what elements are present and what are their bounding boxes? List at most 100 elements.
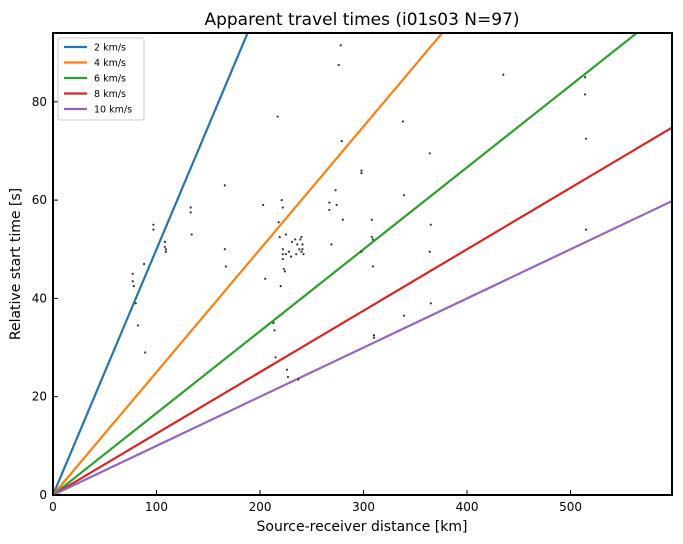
data-point [152, 228, 155, 231]
data-point [131, 272, 134, 275]
data-point [136, 324, 139, 327]
legend-box [57, 37, 145, 121]
y-tick-label: 0 [39, 488, 47, 502]
legend: 2 km/s 4 km/s 6 km/s 8 km/s 10 km/s [57, 37, 145, 121]
x-tick-label: 500 [559, 500, 582, 514]
data-point [189, 206, 192, 209]
data-point [294, 238, 297, 241]
data-point [281, 248, 284, 251]
velocity-line-6kms [53, 33, 639, 495]
y-tick-label: 40 [32, 291, 47, 305]
data-point [402, 314, 406, 317]
y-axis-label: Relative start time [s] [8, 188, 24, 340]
data-point [277, 221, 280, 224]
data-point [223, 184, 226, 187]
data-point [142, 262, 146, 266]
data-point [264, 277, 267, 280]
data-point [337, 63, 340, 67]
data-point [370, 235, 373, 239]
data-point [584, 228, 588, 231]
data-point [302, 253, 305, 256]
legend-label-6kms: 6 km/s [94, 74, 126, 85]
y-axis: 0 20 40 60 80 [32, 95, 58, 502]
data-point [360, 169, 363, 172]
data-point [281, 206, 284, 209]
plot-frame [52, 32, 673, 496]
data-point [163, 245, 166, 248]
data-point [300, 235, 303, 239]
legend-label-4kms: 4 km/s [94, 58, 126, 69]
data-point [502, 73, 505, 76]
data-point [132, 285, 135, 288]
x-tick-label: 400 [456, 500, 479, 514]
x-axis-label: Source-receiver distance [km] [257, 519, 468, 535]
data-point [360, 171, 363, 175]
data-point [330, 243, 333, 246]
velocity-line-10kms [53, 200, 672, 495]
data-point [296, 243, 299, 246]
y-tick-label: 80 [32, 95, 47, 109]
data-point [339, 44, 342, 47]
data-point [190, 233, 193, 236]
data-point [401, 120, 404, 123]
data-point [428, 250, 431, 253]
legend-label-8kms: 8 km/s [94, 89, 126, 100]
x-tick-label: 0 [49, 500, 57, 514]
data-point [370, 218, 373, 221]
data-point [291, 240, 294, 243]
x-tick-label: 100 [145, 500, 168, 514]
data-point [287, 250, 291, 253]
data-point [360, 250, 363, 253]
legend-label-10kms: 10 km/s [94, 105, 132, 116]
data-point [328, 208, 331, 212]
data-point [164, 248, 167, 251]
velocity-lines [53, 33, 672, 495]
data-point [583, 93, 587, 96]
data-point [164, 250, 167, 253]
data-point [285, 368, 289, 371]
legend-label-2kms: 2 km/s [94, 43, 126, 54]
data-point [279, 285, 282, 288]
y-tick-label: 60 [32, 193, 47, 207]
data-point [429, 302, 432, 305]
velocity-line-4kms [53, 33, 444, 495]
data-point [297, 378, 300, 381]
data-point [584, 137, 588, 140]
data-point [134, 302, 137, 305]
x-axis: 0 100 200 300 400 500 [49, 490, 582, 514]
data-point [301, 248, 304, 251]
data-point [334, 189, 337, 192]
data-point [295, 253, 298, 256]
data-point [283, 270, 286, 273]
scatter-points [131, 44, 588, 381]
data-point [298, 248, 301, 251]
data-point [131, 280, 134, 283]
data-point [223, 248, 226, 251]
velocity-line-8kms [53, 126, 672, 495]
data-point [281, 253, 284, 256]
x-tick-label: 200 [249, 500, 272, 514]
data-point [286, 375, 290, 379]
chart-title: Apparent travel times (i01s03 N=97) [204, 10, 519, 30]
x-tick-label: 300 [352, 500, 375, 514]
data-point [372, 336, 375, 339]
data-point [299, 238, 302, 241]
data-point [280, 199, 283, 202]
data-point [272, 321, 275, 325]
data-point [371, 265, 374, 268]
data-point [144, 351, 147, 354]
data-point [152, 223, 155, 226]
data-point [274, 356, 277, 359]
y-tick-label: 20 [32, 390, 47, 404]
data-point [341, 218, 344, 221]
data-point [281, 257, 284, 261]
data-point [335, 203, 338, 207]
data-point [402, 194, 406, 197]
data-point [276, 115, 279, 118]
data-point [429, 223, 432, 226]
data-point [284, 233, 288, 236]
velocity-line-2kms [53, 33, 249, 495]
data-point [340, 140, 343, 143]
data-point [328, 201, 331, 204]
data-point [262, 203, 265, 207]
